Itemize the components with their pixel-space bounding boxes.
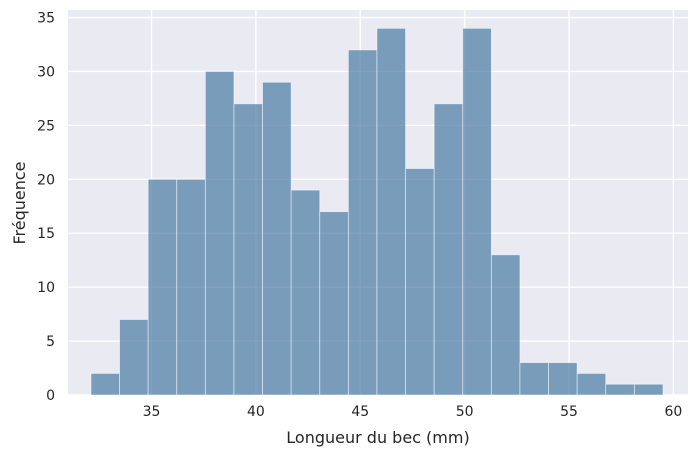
histogram-bar <box>90 373 120 396</box>
histogram-bar <box>605 383 635 396</box>
y-axis-label: Fréquence <box>10 161 29 244</box>
histogram-bar <box>433 103 464 396</box>
histogram-bar <box>576 373 607 396</box>
histogram-bar <box>376 27 406 396</box>
x-tick-label: 60 <box>664 404 682 420</box>
y-tick-label: 25 <box>37 118 55 134</box>
x-tick-label: 55 <box>560 404 578 420</box>
histogram-bar <box>405 168 435 396</box>
y-tick-label: 5 <box>46 334 55 350</box>
bars-group <box>90 27 664 396</box>
histogram-bar <box>319 211 349 396</box>
y-tick-label: 15 <box>37 226 55 242</box>
histogram-bar <box>290 189 321 396</box>
histogram-bar <box>204 71 235 396</box>
y-tick-label: 0 <box>46 388 55 404</box>
histogram-bar <box>462 27 492 396</box>
histogram-bar <box>262 81 292 396</box>
x-tick-labels: 35 40 45 50 55 60 <box>143 404 683 420</box>
y-tick-label: 35 <box>37 11 55 27</box>
y-tick-labels: 0 5 10 15 20 25 30 35 <box>37 11 55 404</box>
y-tick-label: 10 <box>37 280 55 296</box>
histogram-bar <box>347 49 378 396</box>
histogram-bar <box>490 254 521 396</box>
histogram-bar <box>633 383 664 396</box>
histogram-bar <box>119 319 149 396</box>
histogram-bar <box>233 103 263 396</box>
y-tick-label: 20 <box>37 172 55 188</box>
histogram-bar <box>519 362 549 396</box>
histogram-bar <box>176 178 206 396</box>
histogram-bar <box>548 362 578 396</box>
x-tick-label: 50 <box>456 404 474 420</box>
x-tick-label: 40 <box>247 404 265 420</box>
y-tick-label: 30 <box>37 64 55 80</box>
x-tick-label: 45 <box>351 404 369 420</box>
x-axis-label: Longueur du bec (mm) <box>286 428 469 447</box>
histogram-bar <box>147 178 178 396</box>
x-tick-label: 35 <box>143 404 161 420</box>
